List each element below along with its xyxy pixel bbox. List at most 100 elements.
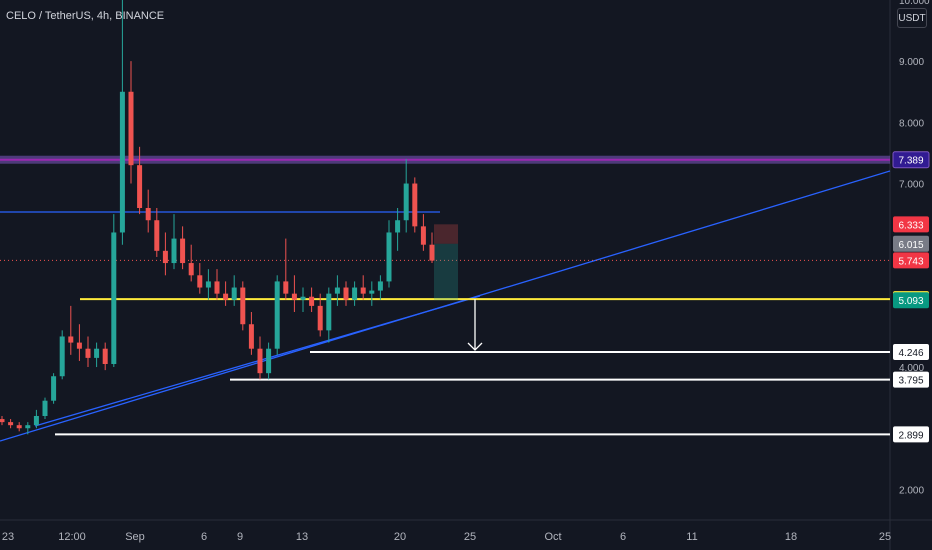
candle-body [119, 91, 125, 233]
price-label-bg [892, 151, 930, 169]
candle-body [369, 290, 375, 294]
candle-body [197, 275, 203, 288]
price-label-last: 6.015 [893, 235, 929, 252]
price-label-bg [893, 292, 929, 309]
candle-body [395, 220, 401, 233]
candle-body [171, 238, 177, 264]
candle-body [386, 232, 392, 282]
currency-label[interactable]: USDT [897, 8, 927, 28]
price-label-support: 3.795 [893, 371, 929, 388]
candle-body [317, 305, 323, 331]
price-label-bg [893, 426, 929, 443]
x-tick-label: 12:00 [58, 531, 86, 543]
candle-body [0, 419, 5, 423]
candle-body [352, 287, 358, 300]
candle-body [51, 376, 57, 401]
candle-body [377, 281, 383, 291]
candle-body [33, 416, 39, 426]
candle-body [188, 263, 194, 276]
candle-body [214, 281, 220, 294]
x-tick-label: 9 [237, 531, 243, 543]
x-tick-label: 11 [686, 531, 697, 543]
candle-body [283, 281, 289, 294]
price-label-text: 2.899 [898, 430, 923, 441]
symbol-header: CELO / TetherUS, 4h, BINANCE [6, 10, 165, 22]
candle-body [309, 296, 315, 306]
price-label-current: 5.743 [893, 252, 929, 269]
candle-body [137, 165, 143, 208]
candle-body [111, 232, 117, 364]
price-label-text: 7.389 [898, 156, 923, 167]
candle-body [240, 287, 246, 325]
candle-body [257, 348, 263, 374]
price-label-support: 4.246 [893, 344, 929, 361]
candle-body [274, 281, 280, 349]
x-tick-label: 6 [620, 531, 626, 543]
candle-body [300, 296, 306, 300]
price-label-bg [893, 235, 929, 252]
price-label-text: 6.015 [898, 240, 923, 251]
price-label-resistance: 7.389 [892, 151, 930, 169]
candle-body [248, 324, 254, 349]
price-label-text: 5.093 [898, 296, 923, 307]
y-tick-label: 2.000 [899, 485, 924, 496]
candle-body [343, 287, 349, 300]
candle-body [102, 348, 108, 364]
y-tick-label: 4.000 [899, 363, 924, 374]
x-tick-label: 25 [464, 531, 476, 543]
price-label-text: 4.246 [898, 348, 923, 359]
y-tick-label: 7.000 [899, 180, 924, 191]
y-tick-label: 8.000 [899, 118, 924, 129]
price-label-text: 3.795 [898, 376, 923, 387]
candle-body [85, 348, 91, 358]
x-tick-label: 6 [201, 531, 207, 543]
candle-body [94, 348, 100, 358]
price-axis [890, 0, 932, 550]
x-tick-label: 20 [394, 531, 406, 543]
candle-body [59, 336, 65, 377]
price-label-bg [893, 344, 929, 361]
candle-body [25, 425, 31, 429]
x-tick-label: 23 [2, 531, 14, 543]
candle-body [8, 422, 14, 426]
x-tick-label: Oct [544, 531, 561, 543]
stop-zone [434, 224, 458, 244]
y-tick-label: 10.000 [899, 0, 930, 7]
candle-body [326, 293, 332, 331]
price-label-bg [893, 371, 929, 388]
candle-body [231, 287, 237, 300]
y-tick-label: 9.000 [899, 57, 924, 68]
price-label-stop: 6.333 [893, 216, 929, 233]
candle-body [16, 425, 22, 429]
projection-arrow-head [467, 342, 483, 351]
candle-body [68, 336, 74, 343]
candle-body [162, 250, 168, 264]
price-label-text: 6.333 [898, 220, 923, 231]
candle-body [205, 281, 211, 288]
x-tick-label: 25 [879, 531, 891, 543]
x-tick-label: Sep [125, 531, 145, 543]
candle-body [412, 183, 418, 227]
candle-body [334, 287, 340, 294]
x-tick-label: 18 [785, 531, 797, 543]
x-tick-label: 13 [296, 531, 308, 543]
candle-body [429, 244, 435, 261]
price-label-bg [893, 252, 929, 269]
candle-body [403, 183, 409, 221]
candle-body [420, 226, 426, 245]
candle-body [76, 342, 82, 349]
candle-body [360, 287, 366, 294]
price-label-text: 5.743 [898, 256, 923, 267]
price-label-bg [893, 216, 929, 233]
candle-body [291, 293, 297, 300]
price-label-support: 2.899 [893, 426, 929, 443]
price-label-target: 5.093 [893, 292, 929, 309]
candle-body [180, 238, 186, 264]
candle-body [145, 208, 151, 221]
candle-body [266, 348, 272, 374]
candle-body [42, 400, 48, 416]
target-zone [434, 243, 458, 301]
candle-body [223, 293, 229, 300]
